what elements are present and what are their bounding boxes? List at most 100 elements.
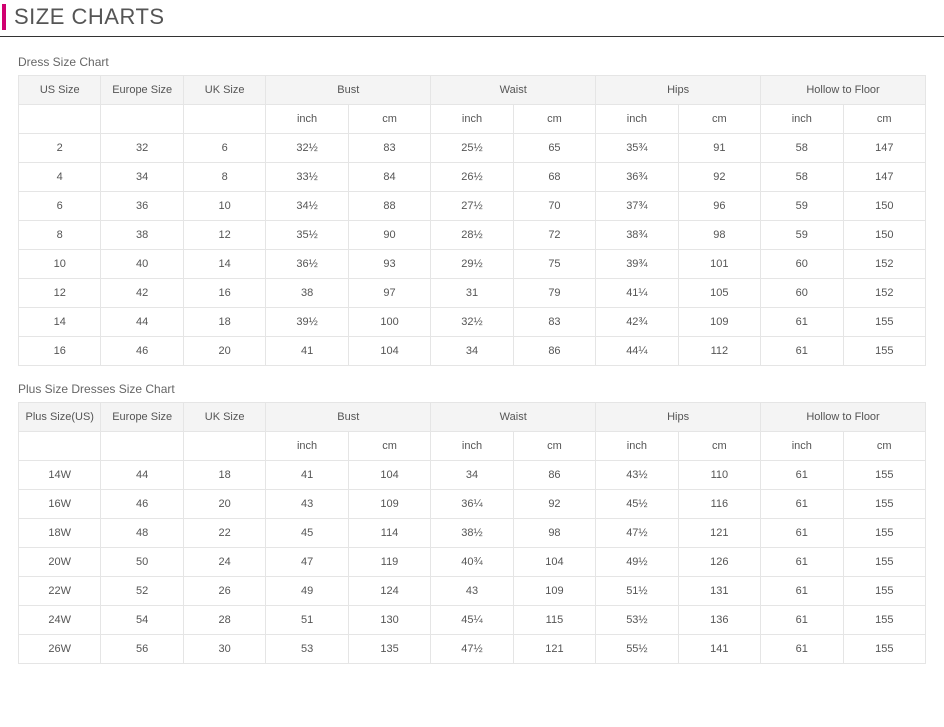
cell-hips_in: 44¼ <box>596 337 678 366</box>
col-header-group: Bust <box>266 403 431 432</box>
cell-uk: 18 <box>183 461 265 490</box>
empty-cell <box>19 432 101 461</box>
table-row: 10401436½9329½7539¾10160152 <box>19 250 926 279</box>
col-header-uk: UK Size <box>183 76 265 105</box>
cell-uk: 28 <box>183 606 265 635</box>
cell-size: 10 <box>19 250 101 279</box>
cell-waist_cm: 86 <box>513 461 595 490</box>
cell-waist_cm: 65 <box>513 134 595 163</box>
unit-inch: inch <box>431 105 513 134</box>
cell-hips_cm: 98 <box>678 221 760 250</box>
unit-cm: cm <box>513 105 595 134</box>
cell-size: 24W <box>19 606 101 635</box>
cell-europe: 32 <box>101 134 183 163</box>
cell-waist_in: 34 <box>431 337 513 366</box>
cell-bust_in: 47 <box>266 548 348 577</box>
cell-waist_in: 47½ <box>431 635 513 664</box>
cell-waist_cm: 86 <box>513 337 595 366</box>
cell-size: 16W <box>19 490 101 519</box>
cell-europe: 40 <box>101 250 183 279</box>
cell-europe: 44 <box>101 461 183 490</box>
cell-bust_cm: 88 <box>348 192 430 221</box>
cell-waist_in: 25½ <box>431 134 513 163</box>
cell-hf_in: 61 <box>761 606 843 635</box>
cell-bust_cm: 104 <box>348 461 430 490</box>
cell-hips_in: 42¾ <box>596 308 678 337</box>
cell-hips_cm: 131 <box>678 577 760 606</box>
col-header-group: Bust <box>266 76 431 105</box>
cell-waist_cm: 104 <box>513 548 595 577</box>
cell-uk: 22 <box>183 519 265 548</box>
cell-bust_in: 45 <box>266 519 348 548</box>
cell-hf_cm: 147 <box>843 163 925 192</box>
cell-waist_cm: 72 <box>513 221 595 250</box>
cell-bust_in: 41 <box>266 337 348 366</box>
cell-hips_in: 53½ <box>596 606 678 635</box>
cell-size: 8 <box>19 221 101 250</box>
cell-bust_in: 41 <box>266 461 348 490</box>
cell-europe: 38 <box>101 221 183 250</box>
cell-bust_in: 43 <box>266 490 348 519</box>
cell-hips_cm: 105 <box>678 279 760 308</box>
table-row: 16462041104348644¼11261155 <box>19 337 926 366</box>
col-header-size: Plus Size(US) <box>19 403 101 432</box>
cell-size: 12 <box>19 279 101 308</box>
cell-waist_cm: 79 <box>513 279 595 308</box>
cell-size: 18W <box>19 519 101 548</box>
cell-hf_cm: 155 <box>843 461 925 490</box>
cell-waist_cm: 115 <box>513 606 595 635</box>
cell-europe: 48 <box>101 519 183 548</box>
col-header-group: Waist <box>431 403 596 432</box>
cell-hf_in: 60 <box>761 250 843 279</box>
col-header-europe: Europe Size <box>101 403 183 432</box>
cell-hips_cm: 112 <box>678 337 760 366</box>
cell-europe: 34 <box>101 163 183 192</box>
cell-hf_cm: 155 <box>843 519 925 548</box>
cell-size: 14W <box>19 461 101 490</box>
cell-waist_cm: 121 <box>513 635 595 664</box>
cell-bust_cm: 84 <box>348 163 430 192</box>
table-row: 232632½8325½6535¾9158147 <box>19 134 926 163</box>
cell-hf_cm: 155 <box>843 490 925 519</box>
cell-uk: 6 <box>183 134 265 163</box>
cell-hips_in: 47½ <box>596 519 678 548</box>
cell-waist_cm: 92 <box>513 490 595 519</box>
table-row: 8381235½9028½7238¾9859150 <box>19 221 926 250</box>
empty-cell <box>183 105 265 134</box>
cell-hf_cm: 150 <box>843 192 925 221</box>
unit-cm: cm <box>348 105 430 134</box>
cell-size: 14 <box>19 308 101 337</box>
cell-bust_in: 49 <box>266 577 348 606</box>
cell-europe: 56 <box>101 635 183 664</box>
cell-waist_in: 45¼ <box>431 606 513 635</box>
cell-uk: 16 <box>183 279 265 308</box>
unit-cm: cm <box>678 432 760 461</box>
cell-uk: 24 <box>183 548 265 577</box>
cell-bust_cm: 130 <box>348 606 430 635</box>
cell-uk: 26 <box>183 577 265 606</box>
cell-hips_in: 55½ <box>596 635 678 664</box>
table-row: 14441839½10032½8342¾10961155 <box>19 308 926 337</box>
col-header-group: Hips <box>596 76 761 105</box>
cell-waist_in: 29½ <box>431 250 513 279</box>
unit-cm: cm <box>513 432 595 461</box>
cell-hf_in: 61 <box>761 461 843 490</box>
cell-bust_cm: 119 <box>348 548 430 577</box>
cell-hips_cm: 96 <box>678 192 760 221</box>
cell-hips_cm: 136 <box>678 606 760 635</box>
cell-europe: 36 <box>101 192 183 221</box>
cell-bust_cm: 114 <box>348 519 430 548</box>
cell-waist_in: 26½ <box>431 163 513 192</box>
cell-size: 4 <box>19 163 101 192</box>
cell-hf_cm: 155 <box>843 606 925 635</box>
unit-inch: inch <box>431 432 513 461</box>
title-divider <box>0 36 944 37</box>
cell-europe: 50 <box>101 548 183 577</box>
cell-hips_cm: 91 <box>678 134 760 163</box>
table-row: 6361034½8827½7037¾9659150 <box>19 192 926 221</box>
cell-hf_in: 61 <box>761 308 843 337</box>
table-row: 24W54285113045¼11553½13661155 <box>19 606 926 635</box>
unit-inch: inch <box>266 105 348 134</box>
cell-hips_in: 41¼ <box>596 279 678 308</box>
table-row: 20W50244711940¾10449½12661155 <box>19 548 926 577</box>
